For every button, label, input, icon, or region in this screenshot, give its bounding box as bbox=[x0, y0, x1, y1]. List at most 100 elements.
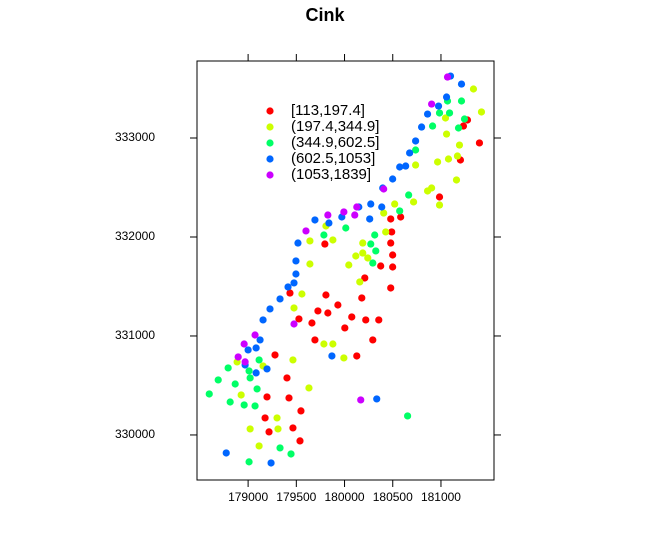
point bbox=[412, 146, 420, 154]
point bbox=[306, 260, 314, 268]
point bbox=[302, 227, 310, 235]
point bbox=[246, 374, 254, 382]
point bbox=[388, 228, 396, 236]
point bbox=[377, 262, 385, 270]
point bbox=[305, 384, 313, 392]
point bbox=[321, 240, 329, 248]
point bbox=[460, 115, 469, 123]
point bbox=[322, 291, 330, 299]
point bbox=[273, 414, 281, 422]
point bbox=[409, 198, 418, 206]
point bbox=[452, 176, 461, 184]
point bbox=[253, 385, 261, 393]
legend-marker bbox=[266, 107, 274, 115]
point bbox=[396, 163, 404, 171]
y-tick-label: 330000 bbox=[115, 427, 155, 441]
point bbox=[334, 301, 342, 309]
point bbox=[356, 278, 364, 286]
point bbox=[256, 336, 264, 344]
point bbox=[434, 102, 443, 110]
point bbox=[380, 209, 388, 217]
point bbox=[234, 353, 242, 361]
point bbox=[433, 158, 442, 166]
point bbox=[222, 449, 230, 457]
y-tick-label: 333000 bbox=[115, 130, 155, 144]
point bbox=[296, 437, 304, 445]
point bbox=[245, 458, 253, 466]
point bbox=[224, 364, 232, 372]
point bbox=[276, 295, 284, 303]
point bbox=[453, 152, 462, 160]
point bbox=[412, 161, 420, 169]
legend-label: (1053,1839] bbox=[291, 166, 371, 183]
point bbox=[244, 346, 252, 354]
point bbox=[297, 407, 305, 415]
point bbox=[320, 340, 328, 348]
point bbox=[387, 239, 395, 247]
point bbox=[366, 215, 374, 223]
point bbox=[362, 316, 370, 324]
point bbox=[389, 175, 397, 183]
point bbox=[290, 320, 298, 328]
point bbox=[252, 369, 260, 377]
legend-label: (602.5,1053] bbox=[291, 150, 375, 167]
point bbox=[352, 252, 360, 260]
point bbox=[396, 207, 404, 215]
point bbox=[259, 316, 267, 324]
point bbox=[348, 313, 356, 321]
point bbox=[442, 130, 451, 138]
point bbox=[289, 424, 297, 432]
point bbox=[387, 215, 395, 223]
point bbox=[271, 351, 279, 359]
point bbox=[375, 316, 383, 324]
point bbox=[340, 208, 348, 216]
point bbox=[367, 200, 375, 208]
point bbox=[289, 356, 297, 364]
point bbox=[292, 270, 300, 278]
point bbox=[404, 412, 412, 420]
legend-label: (344.9,602.5] bbox=[291, 134, 379, 151]
point bbox=[237, 391, 245, 399]
point bbox=[369, 259, 377, 267]
point bbox=[455, 141, 464, 149]
point bbox=[324, 211, 332, 219]
x-tick-label: 179000 bbox=[228, 490, 268, 504]
point bbox=[359, 249, 367, 257]
y-tick-label: 331000 bbox=[115, 328, 155, 342]
point bbox=[295, 315, 303, 323]
point bbox=[231, 380, 239, 388]
point bbox=[214, 376, 222, 384]
point bbox=[325, 219, 333, 227]
point bbox=[369, 336, 377, 344]
point bbox=[454, 124, 463, 132]
point bbox=[311, 216, 319, 224]
point bbox=[252, 344, 260, 352]
point bbox=[287, 450, 295, 458]
point bbox=[423, 187, 432, 195]
point bbox=[308, 319, 316, 327]
point bbox=[406, 149, 414, 157]
point bbox=[298, 290, 306, 298]
point bbox=[286, 289, 294, 297]
point bbox=[391, 200, 399, 208]
point bbox=[226, 398, 234, 406]
x-tick-label: 181000 bbox=[421, 490, 461, 504]
point bbox=[382, 228, 390, 236]
point bbox=[345, 261, 353, 269]
point bbox=[283, 374, 291, 382]
point bbox=[284, 283, 292, 291]
point bbox=[329, 236, 337, 244]
point bbox=[457, 80, 466, 88]
point bbox=[380, 185, 388, 193]
point bbox=[261, 414, 269, 422]
point bbox=[367, 240, 375, 248]
point bbox=[351, 211, 359, 219]
point bbox=[255, 442, 263, 450]
point bbox=[457, 97, 466, 105]
point bbox=[359, 239, 367, 247]
point bbox=[240, 340, 248, 348]
point bbox=[246, 425, 254, 433]
point bbox=[475, 139, 484, 147]
point bbox=[341, 324, 349, 332]
